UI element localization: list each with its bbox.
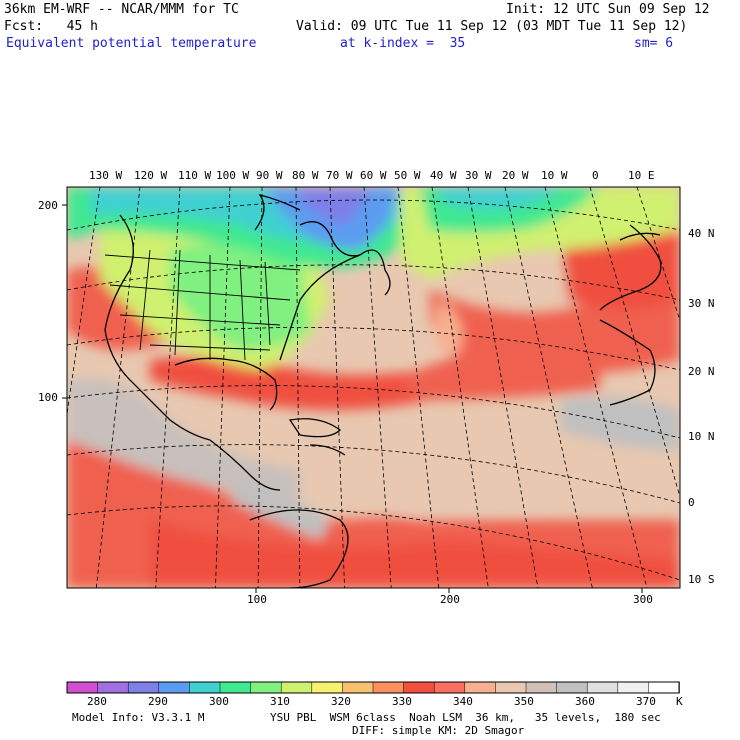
colorbar-label: 310 [270, 695, 290, 708]
colorbar-cell [127, 681, 160, 694]
colorbar-cell [250, 681, 282, 694]
colorbar-cell [311, 681, 344, 694]
lon-label: 10 W [541, 169, 568, 182]
colorbar-label: 300 [209, 695, 229, 708]
lon-label: 120 W [134, 169, 168, 182]
lon-label: 90 W [256, 169, 283, 182]
lon-label: 70 W [326, 169, 353, 182]
colorbar-label: 280 [87, 695, 107, 708]
colorbar-label: 370 [636, 695, 656, 708]
map-frame [66, 186, 681, 589]
graticule [67, 187, 680, 588]
lon-label: 110 W [178, 169, 212, 182]
colorbar-label: 360 [575, 695, 595, 708]
lon-label: 30 W [465, 169, 492, 182]
model-info: Model Info: V3.3.1 M [72, 711, 205, 724]
valid-time: Valid: 09 UTC Tue 11 Sep 12 (03 MDT Tue … [296, 19, 688, 34]
physics-info: YSU PBL WSM 6class Noah LSM 36 km, 35 le… [270, 711, 661, 724]
lon-label: 20 W [502, 169, 529, 182]
diffusion-info: DIFF: simple KM: 2D Smagor [352, 724, 525, 737]
political-borders [104, 249, 301, 361]
colorbar-cell [403, 681, 435, 694]
colorbar-label: 330 [392, 695, 412, 708]
colorbar-label: 290 [148, 695, 168, 708]
grid-label-bottom: 100 [247, 593, 267, 606]
field-name: Equivalent potential temperature [6, 36, 257, 51]
colorbar-cell [586, 681, 619, 694]
lon-label: 10 E [628, 169, 655, 182]
lat-label: 10 S [688, 573, 715, 586]
colorbar-cell [617, 681, 650, 694]
lon-label: 130 W [89, 169, 123, 182]
colorbar-cell [495, 681, 527, 694]
lon-label: 50 W [394, 169, 421, 182]
forecast-hour: Fcst: 45 h [4, 19, 98, 34]
lat-label: 10 N [688, 430, 715, 443]
colorbar-cell [189, 681, 221, 694]
lon-label: 40 W [430, 169, 457, 182]
grid-label-left: 100 [38, 391, 58, 404]
colorbar-unit: K [676, 695, 683, 708]
colorbar-cell [464, 681, 497, 694]
colorbar-cell [433, 681, 466, 694]
smoothing-value: sm= 6 [634, 36, 674, 51]
lon-label: 80 W [292, 169, 319, 182]
colorbar-cell [219, 681, 252, 694]
grid-label-bottom: 200 [440, 593, 460, 606]
lat-label: 30 N [688, 297, 715, 310]
init-time: Init: 12 UTC Sun 09 Sep 12 [506, 2, 710, 17]
lon-label: 0 [592, 169, 599, 182]
colorbar-cell [525, 681, 558, 694]
lat-label: 40 N [688, 227, 715, 240]
colorbar-cell [556, 681, 588, 694]
colorbar-cell [648, 681, 680, 694]
colorbar-cell [97, 681, 129, 694]
colorbar-label: 320 [331, 695, 351, 708]
lat-label: 0 [688, 496, 695, 509]
model-title: 36km EM-WRF -- NCAR/MMM for TC [4, 2, 239, 17]
grid-label-bottom: 300 [633, 593, 653, 606]
colorbar-cell [158, 681, 191, 694]
colorbar-cell [342, 681, 374, 694]
level-index: at k-index = 35 [340, 36, 466, 51]
colorbar-label: 340 [453, 695, 473, 708]
lon-label: 60 W [360, 169, 387, 182]
grid-label-left: 200 [38, 199, 58, 212]
lat-label: 20 N [688, 365, 715, 378]
coastlines [104, 193, 662, 588]
colorbar-cell [66, 681, 99, 694]
left-ticks [62, 204, 643, 593]
colorbar-cell [372, 681, 405, 694]
colorbar-label: 350 [514, 695, 534, 708]
color-field [67, 187, 680, 588]
lon-label: 100 W [216, 169, 250, 182]
colorbar-cell [280, 681, 313, 694]
